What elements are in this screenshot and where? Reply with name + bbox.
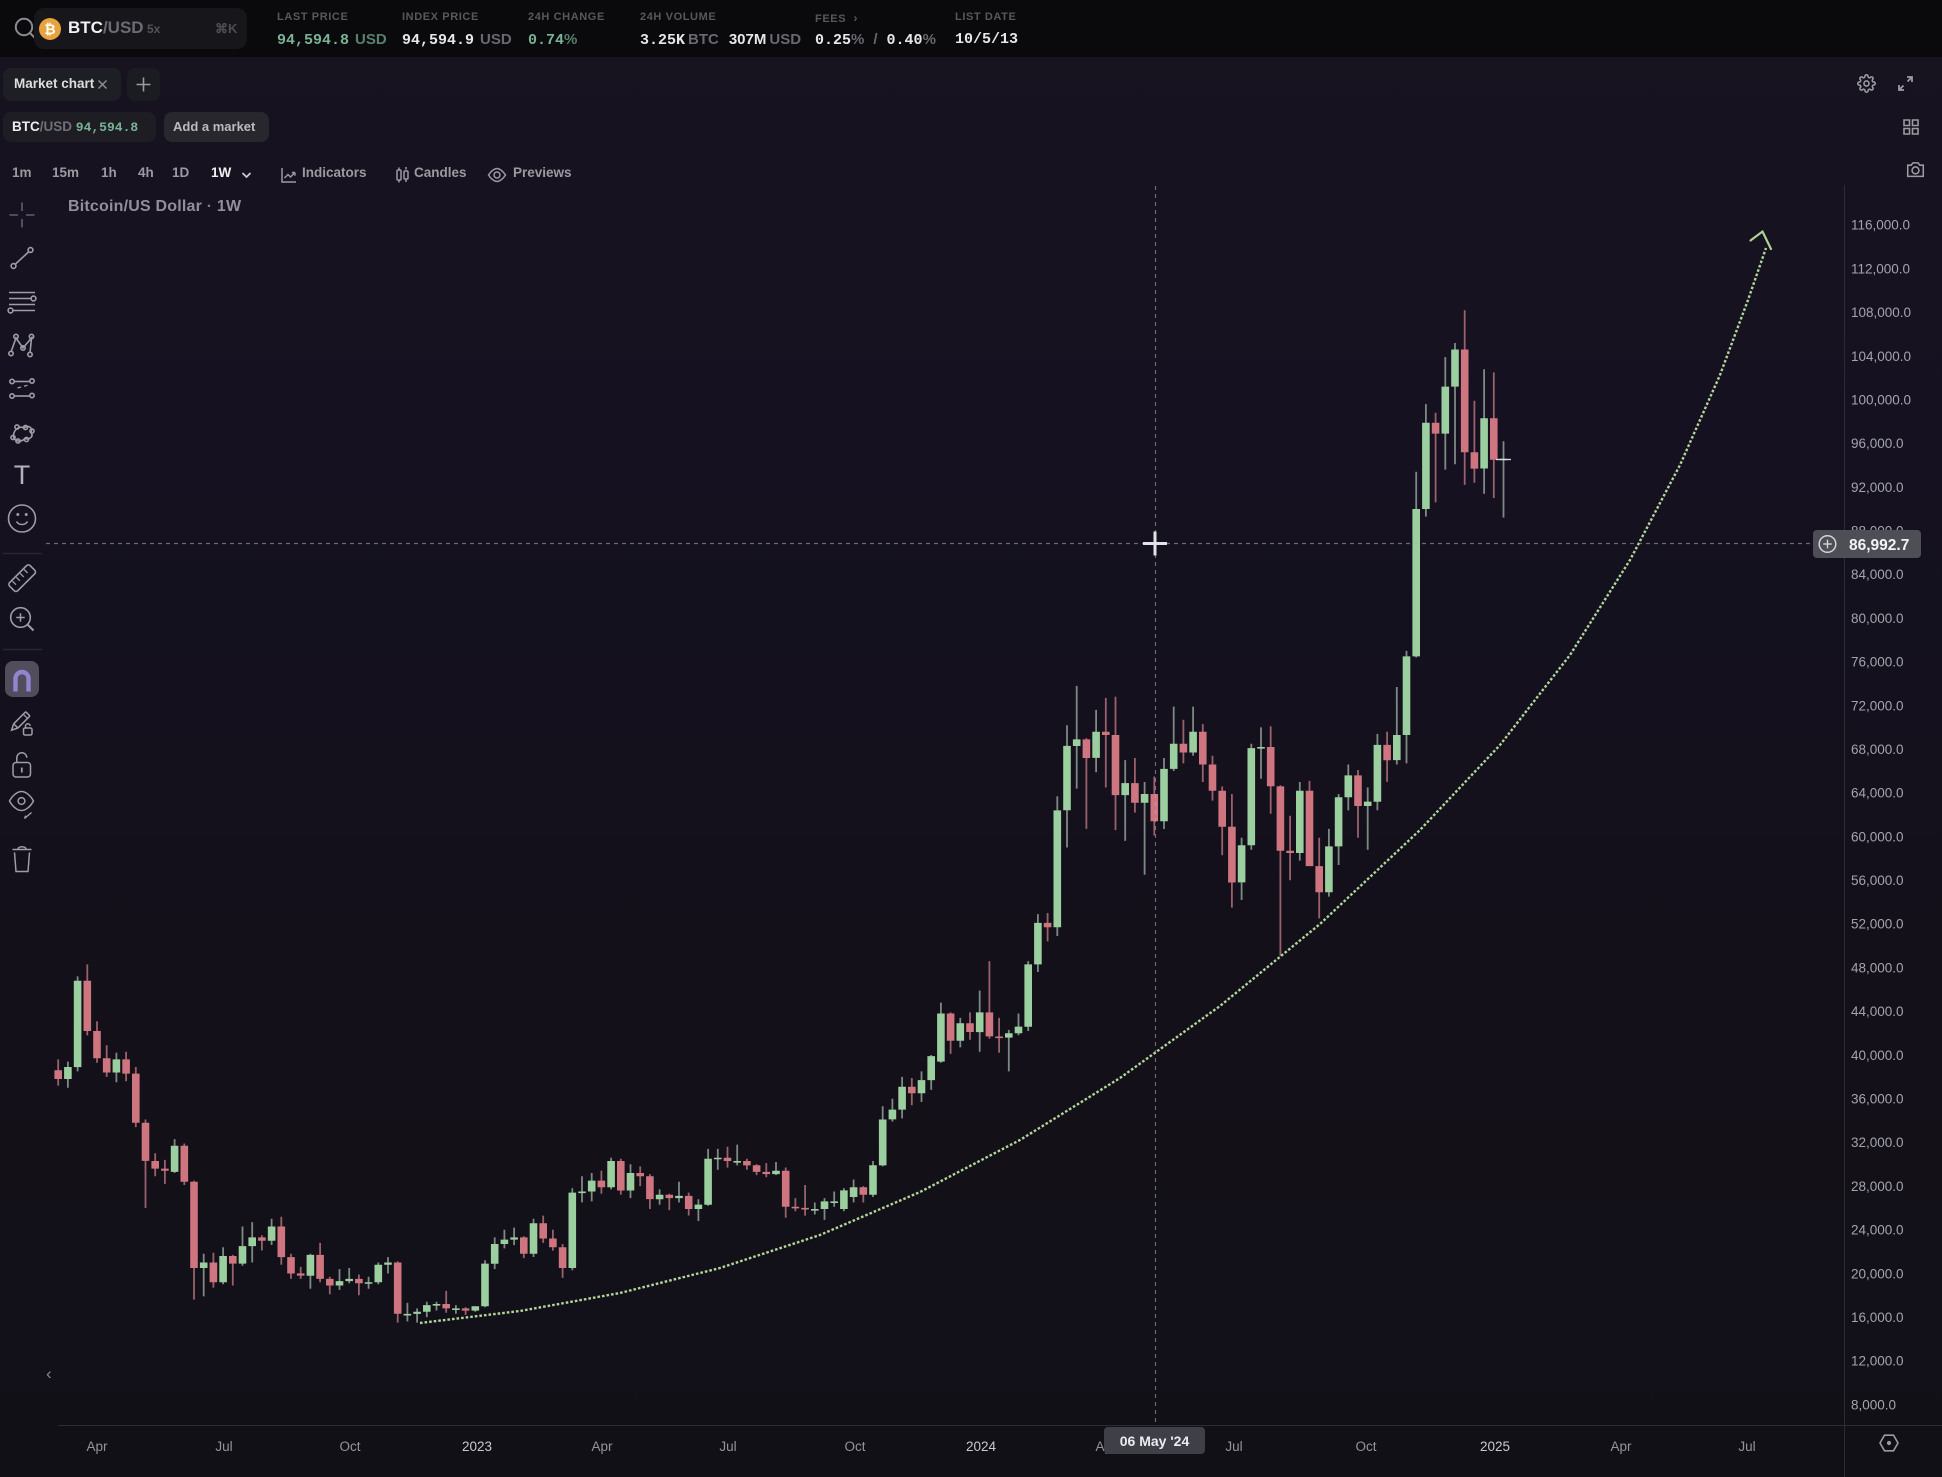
svg-text:112,000.0: 112,000.0 [1851, 261, 1910, 276]
svg-text:48,000.0: 48,000.0 [1851, 960, 1904, 975]
svg-text:56,000.0: 56,000.0 [1851, 873, 1904, 888]
svg-text:2025: 2025 [1480, 1439, 1510, 1454]
svg-text:60,000.0: 60,000.0 [1851, 829, 1904, 844]
svg-text:Jul: Jul [1225, 1439, 1242, 1454]
svg-text:Jul: Jul [215, 1439, 232, 1454]
svg-text:Apr: Apr [1610, 1439, 1632, 1454]
svg-text:16,000.0: 16,000.0 [1851, 1310, 1904, 1325]
svg-text:28,000.0: 28,000.0 [1851, 1179, 1904, 1194]
svg-text:44,000.0: 44,000.0 [1851, 1004, 1904, 1019]
svg-text:80,000.0: 80,000.0 [1851, 611, 1904, 626]
svg-text:96,000.0: 96,000.0 [1851, 436, 1904, 451]
svg-text:20,000.0: 20,000.0 [1851, 1266, 1904, 1281]
svg-text:84,000.0: 84,000.0 [1851, 567, 1904, 582]
svg-text:104,000.0: 104,000.0 [1851, 349, 1911, 364]
svg-text:40,000.0: 40,000.0 [1851, 1048, 1904, 1063]
svg-text:2023: 2023 [462, 1439, 492, 1454]
svg-text:12,000.0: 12,000.0 [1851, 1354, 1904, 1369]
svg-text:76,000.0: 76,000.0 [1851, 655, 1904, 670]
svg-text:Apr: Apr [591, 1439, 613, 1454]
svg-text:100,000.0: 100,000.0 [1851, 393, 1911, 408]
svg-text:92,000.0: 92,000.0 [1851, 480, 1904, 495]
svg-text:Oct: Oct [339, 1439, 360, 1454]
svg-text:52,000.0: 52,000.0 [1851, 917, 1904, 932]
svg-text:Oct: Oct [844, 1439, 865, 1454]
svg-text:108,000.0: 108,000.0 [1851, 305, 1911, 320]
svg-text:2024: 2024 [966, 1439, 997, 1454]
svg-text:36,000.0: 36,000.0 [1851, 1092, 1904, 1107]
svg-text:Jul: Jul [1738, 1439, 1755, 1454]
svg-text:8,000.0: 8,000.0 [1851, 1397, 1896, 1412]
svg-text:Oct: Oct [1355, 1439, 1376, 1454]
svg-text:116,000.0: 116,000.0 [1851, 218, 1910, 233]
svg-text:24,000.0: 24,000.0 [1851, 1223, 1904, 1238]
svg-text:Jul: Jul [719, 1439, 736, 1454]
svg-text:06 May '24: 06 May '24 [1120, 1433, 1190, 1449]
svg-text:‹: ‹ [46, 1364, 52, 1383]
svg-text:Apr: Apr [86, 1439, 108, 1454]
svg-text:72,000.0: 72,000.0 [1851, 698, 1904, 713]
svg-text:64,000.0: 64,000.0 [1851, 786, 1904, 801]
svg-text:68,000.0: 68,000.0 [1851, 742, 1904, 757]
svg-text:₿: ₿ [44, 21, 55, 37]
svg-text:86,992.7: 86,992.7 [1849, 537, 1909, 554]
svg-text:T: T [14, 460, 31, 490]
svg-text:32,000.0: 32,000.0 [1851, 1135, 1904, 1150]
